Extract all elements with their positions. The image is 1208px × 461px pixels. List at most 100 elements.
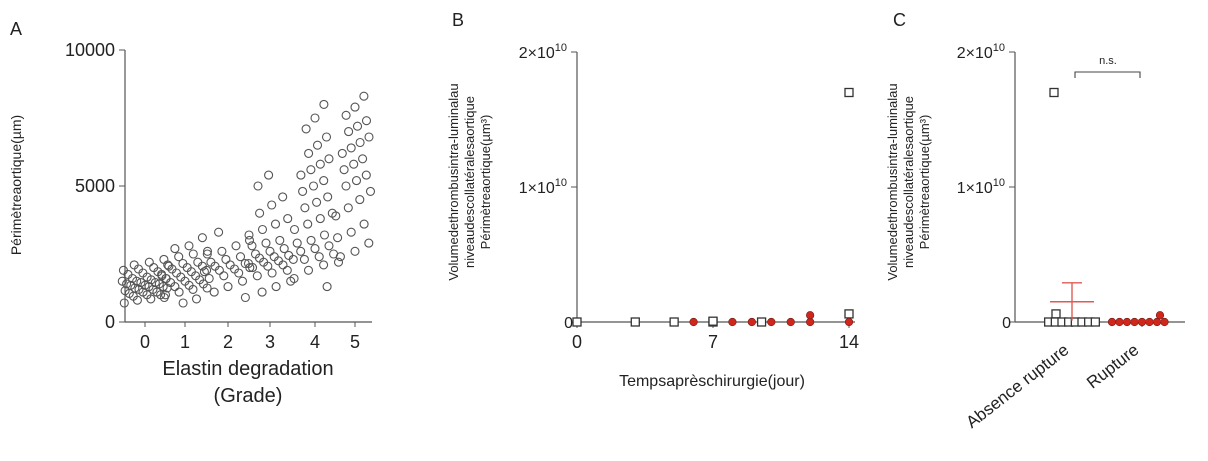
panel-a-data-point xyxy=(267,200,277,210)
panel-a-data-point xyxy=(300,203,310,213)
panel-c-data-point-circle xyxy=(1115,317,1124,327)
panel-a-data-point xyxy=(319,99,329,109)
panel-a-data-point xyxy=(304,148,314,158)
panel-a-data-point xyxy=(350,102,360,112)
panel-a-data-point xyxy=(341,181,351,191)
panel-c-y-tick-label: 1×1010 xyxy=(957,177,1005,197)
panel-a-data-point xyxy=(346,143,356,153)
panel-a-data-point xyxy=(343,203,353,213)
panel-a-data-point xyxy=(341,110,351,120)
panel-a-data-point xyxy=(164,261,174,271)
panel-a-data-point xyxy=(270,219,281,229)
panel-a-data-point xyxy=(331,211,341,221)
panel-b-y-tick-label: 0 xyxy=(564,315,573,332)
panel-a-data-point xyxy=(202,246,213,256)
panel-a-data-point xyxy=(289,273,299,284)
panel-b-data-point-square xyxy=(708,316,718,326)
panel-b-x-tick-label: 14 xyxy=(839,332,859,352)
panel-a-data-point xyxy=(136,278,146,288)
panel-a-data-point xyxy=(312,197,322,207)
panel-b-data-point-square xyxy=(844,309,854,319)
panel-a-data-point xyxy=(209,287,219,297)
panel-a-data-point xyxy=(154,279,164,289)
panel-a-data-point xyxy=(319,260,329,270)
panel-a-data-point xyxy=(244,235,255,245)
panel-a-data-point xyxy=(237,276,248,286)
panel-a-data-point xyxy=(284,250,294,260)
panel-a-data-point xyxy=(359,219,369,229)
panel-b-data-point-square xyxy=(669,317,679,327)
panel-a-x-tick-label: 4 xyxy=(310,332,320,352)
panel-b-chart: Volumedethrombusintra-luminalau niveaude… xyxy=(446,42,859,390)
panel-b-data-point-square xyxy=(756,317,767,327)
panel-a-data-point xyxy=(184,241,194,251)
panel-a-chart: Périmètreaortique(µm) Elastin degradatio… xyxy=(8,40,376,407)
panel-a-data-point xyxy=(324,241,334,251)
panel-a-data-point xyxy=(178,258,188,269)
panel-a-data-point xyxy=(244,230,254,240)
panel-a-data-point xyxy=(322,282,332,292)
panel-a-x-tick-label: 5 xyxy=(350,332,360,352)
panel-a-data-point xyxy=(283,214,293,224)
panel-c-y-tick-label: 2×1010 xyxy=(957,42,1005,62)
panel-c-data-point-circle xyxy=(1107,317,1117,327)
panel-c-data-point-circle xyxy=(1160,317,1169,327)
panel-a-data-point xyxy=(310,113,320,123)
panel-a-x-axis-label: Elastin degradation xyxy=(162,358,333,380)
panel-c-data-point-circle xyxy=(1130,317,1139,327)
panel-a-data-point xyxy=(206,257,216,267)
panel-a-data-point xyxy=(308,181,319,191)
panel-b-x-axis-label: Tempsaprèschirurgie(jour) xyxy=(619,373,805,390)
panel-label-c: C xyxy=(893,10,906,30)
panel-label-a: A xyxy=(10,19,22,39)
panel-b-data-point-circle xyxy=(806,311,815,320)
panel-a-data-point xyxy=(119,298,129,308)
panel-a-data-point xyxy=(174,287,184,297)
panel-a-data-point xyxy=(299,254,309,264)
panel-a-data-point xyxy=(282,265,292,275)
panel-b-y-tick-label: 1×1010 xyxy=(519,177,567,197)
panel-b-data-point-circle xyxy=(747,317,756,327)
panel-c-y-tick-label: 0 xyxy=(1002,315,1011,332)
panel-b-data-point-circle xyxy=(689,317,698,327)
panel-a-data-point xyxy=(364,132,374,142)
panel-c-y-axis-label-line2: niveaudescollatéralesaortique xyxy=(901,96,916,268)
panel-b-y-tick-label: 2×1010 xyxy=(519,42,567,62)
panel-a-data-point xyxy=(255,208,265,218)
panel-a-data-point xyxy=(351,176,362,186)
panel-a-data-point xyxy=(118,265,128,275)
panel-a-data-point xyxy=(365,186,376,196)
panel-c-x-tick-label: Absence rupture xyxy=(962,340,1072,432)
panel-a-data-point xyxy=(221,254,231,264)
panel-a-data-point xyxy=(257,224,268,235)
panel-a-data-point xyxy=(303,219,313,229)
panel-a-x-tick-label: 0 xyxy=(140,332,150,352)
panel-b-data-point-circle xyxy=(844,317,854,327)
panel-a-data-point xyxy=(315,159,325,169)
panel-c-data-point-square xyxy=(1090,317,1100,327)
panel-a-data-point xyxy=(174,252,184,262)
panel-a-data-point xyxy=(257,287,267,297)
panel-a-data-point xyxy=(361,170,371,180)
panel-label-b: B xyxy=(452,10,464,30)
panel-a-data-point xyxy=(223,282,233,292)
panel-a-data-point xyxy=(306,165,316,175)
panel-a-data-point xyxy=(335,252,345,262)
panel-a-data-point xyxy=(159,254,169,264)
panel-a-data-point xyxy=(319,230,330,240)
panel-a-data-point xyxy=(170,244,180,254)
panel-a-data-point xyxy=(312,140,323,150)
panel-c-x-tick-label: Rupture xyxy=(1083,340,1142,392)
panel-b-y-axis-label-line3: Périmètreaortique(µm³) xyxy=(478,115,493,250)
panel-a-data-point xyxy=(275,235,285,245)
panel-a-data-point xyxy=(253,181,263,191)
panel-a-data-point xyxy=(219,271,229,281)
panel-b-x-tick-label: 0 xyxy=(572,332,582,352)
panel-a-data-point xyxy=(134,284,144,294)
panel-a-x-axis-label-unit: (Grade) xyxy=(214,385,283,407)
panel-a-data-point xyxy=(188,249,198,259)
panel-c-data-point-square xyxy=(1049,87,1059,98)
panel-a-data-point xyxy=(117,276,127,286)
panel-a-data-point xyxy=(310,244,320,254)
panel-a-data-point xyxy=(199,267,209,277)
